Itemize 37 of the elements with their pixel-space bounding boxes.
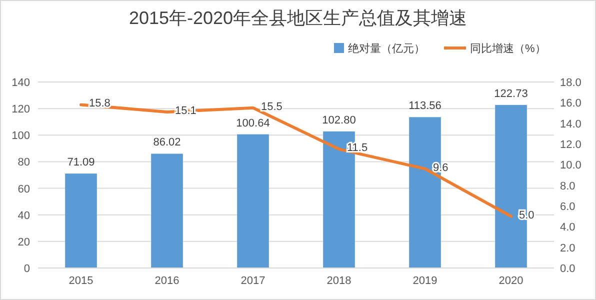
y-tick-label: 100 xyxy=(12,130,30,142)
y-tick-label: 40 xyxy=(18,210,30,222)
bar xyxy=(65,174,97,268)
y-tick-label: 0 xyxy=(24,263,30,275)
y2-tick-label: 12.0 xyxy=(560,139,582,151)
data-label: 100.64 xyxy=(236,117,270,130)
y2-tick-label: 16.0 xyxy=(560,98,582,110)
data-label: 102.80 xyxy=(322,114,356,126)
y-tick-label: 60 xyxy=(18,183,30,196)
x-tick-label: 2015 xyxy=(68,275,94,287)
x-tick-label: 2019 xyxy=(412,275,438,287)
x-tick-label: 2016 xyxy=(154,275,180,287)
y2-tick-label: 6.0 xyxy=(560,201,576,213)
y-tick-label: 140 xyxy=(12,77,30,89)
bar xyxy=(151,154,183,268)
y2-tick-label: 0.0 xyxy=(560,263,576,275)
data-label: 122.73 xyxy=(494,88,528,100)
data-label: 86.02 xyxy=(153,136,181,149)
y2-tick-label: 2.0 xyxy=(560,242,576,254)
chart-title: 2015年-2020年全县地区生产总值及其增速 xyxy=(128,8,468,28)
y-tick-label: 120 xyxy=(12,104,30,116)
legend-label: 同比增速（%） xyxy=(470,42,546,55)
data-label: 113.56 xyxy=(408,100,442,112)
y2-tick-label: 10.0 xyxy=(560,160,582,172)
y2-tick-label: 14.0 xyxy=(560,118,582,130)
data-label: 15.5 xyxy=(261,100,282,113)
bar xyxy=(237,134,269,268)
y-tick-label: 20 xyxy=(18,236,30,248)
y-tick-label: 80 xyxy=(18,156,30,169)
x-tick-label: 2020 xyxy=(498,275,524,287)
y2-tick-label: 8.0 xyxy=(560,180,576,192)
x-tick-label: 2018 xyxy=(326,275,352,287)
y2-tick-label: 4.0 xyxy=(560,222,576,234)
x-tick-label: 2017 xyxy=(240,275,266,287)
legend-label: 绝对量（亿元） xyxy=(348,42,425,55)
data-label: 71.09 xyxy=(67,156,95,169)
y2-tick-label: 18.0 xyxy=(560,77,582,89)
